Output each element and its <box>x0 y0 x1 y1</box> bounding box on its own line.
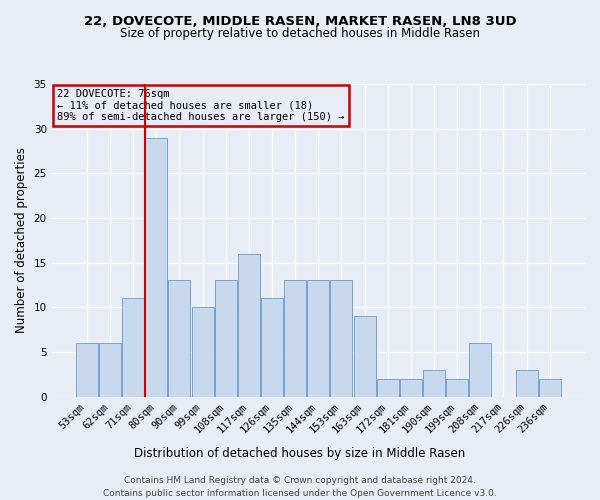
Bar <box>515 370 538 396</box>
Bar <box>446 378 468 396</box>
Text: 22 DOVECOTE: 76sqm
← 11% of detached houses are smaller (18)
89% of semi-detache: 22 DOVECOTE: 76sqm ← 11% of detached hou… <box>57 88 344 122</box>
Bar <box>400 378 422 396</box>
Bar <box>353 316 376 396</box>
Text: Size of property relative to detached houses in Middle Rasen: Size of property relative to detached ho… <box>120 28 480 40</box>
Text: Contains HM Land Registry data © Crown copyright and database right 2024.: Contains HM Land Registry data © Crown c… <box>124 476 476 485</box>
Text: Contains public sector information licensed under the Open Government Licence v3: Contains public sector information licen… <box>103 489 497 498</box>
Text: 22, DOVECOTE, MIDDLE RASEN, MARKET RASEN, LN8 3UD: 22, DOVECOTE, MIDDLE RASEN, MARKET RASEN… <box>83 15 517 28</box>
Bar <box>169 280 190 396</box>
Bar <box>99 343 121 396</box>
Bar <box>145 138 167 396</box>
Bar <box>469 343 491 396</box>
Bar <box>76 343 98 396</box>
Text: Distribution of detached houses by size in Middle Rasen: Distribution of detached houses by size … <box>134 448 466 460</box>
Bar <box>238 254 260 396</box>
Bar <box>284 280 306 396</box>
Bar <box>215 280 237 396</box>
Bar <box>307 280 329 396</box>
Bar <box>423 370 445 396</box>
Bar <box>539 378 561 396</box>
Y-axis label: Number of detached properties: Number of detached properties <box>15 148 28 334</box>
Bar <box>191 308 214 396</box>
Bar <box>377 378 399 396</box>
Bar <box>261 298 283 396</box>
Bar <box>122 298 144 396</box>
Bar <box>331 280 352 396</box>
